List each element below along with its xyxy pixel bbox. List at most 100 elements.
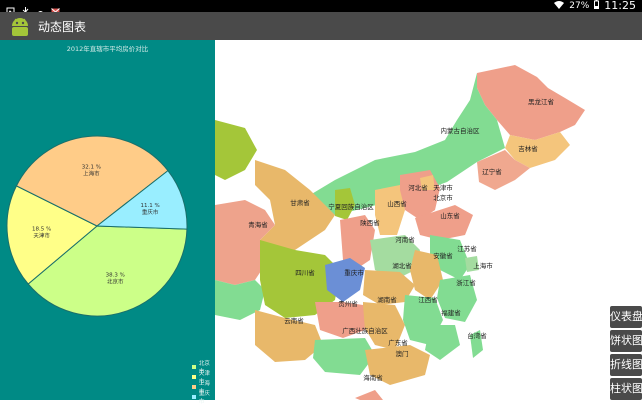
region-liaoning	[477, 150, 530, 190]
map-label: 甘肃省	[290, 199, 310, 207]
map-label: 河南省	[395, 236, 415, 244]
region-fujian	[425, 325, 460, 360]
pie-slice-label: 上海市	[83, 169, 100, 177]
region-hubei	[363, 270, 415, 305]
legend-item: 天津市	[192, 371, 215, 385]
legend-label: 北京市	[198, 361, 210, 375]
map-label: 山东省	[440, 212, 460, 220]
map-label: 江苏省	[457, 245, 477, 253]
pie-slice-percent: 32.1 %	[82, 164, 101, 170]
map-label: 贵州省	[338, 300, 358, 308]
legend-swatch	[192, 365, 196, 369]
map-label: 吉林省	[518, 145, 538, 153]
map-label: 江西省	[418, 296, 438, 304]
wifi-icon	[554, 0, 565, 12]
pie-slice[interactable]	[6, 185, 98, 285]
chart-title: 2012年直辖市平均房价对比	[66, 45, 149, 53]
region-heilongjiang	[477, 65, 585, 140]
region-yunnan	[255, 310, 323, 362]
pie-slice-percent: 11.1 %	[140, 203, 159, 209]
gauge-button[interactable]: 仪表盘	[610, 306, 642, 328]
pie-chart: 38.3 %北京市 18.5 %天津市 32.1 %上海市 11.1 %重庆市	[6, 135, 188, 317]
android-icon[interactable]	[9, 14, 31, 38]
map-label: 北京市	[433, 194, 453, 202]
map-label: 广西壮族自治区	[342, 327, 388, 335]
region-zhejiang	[437, 275, 477, 322]
map-label: 台湾省	[467, 332, 487, 340]
map-label: 山西省	[387, 200, 407, 208]
app-bar: 动态图表	[0, 12, 642, 40]
map-label: 安徽省	[433, 252, 453, 260]
pie-slice[interactable]	[95, 169, 188, 230]
legend-label: 天津市	[198, 371, 210, 385]
map-label: 湖南省	[377, 296, 397, 304]
map-label: 浙江省	[456, 279, 476, 287]
map-label: 澳门	[395, 350, 409, 358]
legend-label: 上海市	[198, 381, 210, 395]
region-taiwan	[470, 330, 483, 358]
china-map[interactable]: 黑龙江省 吉林省 内蒙古自治区 辽宁省 河北省 天津市 北京市 甘肃省 宁夏回族…	[215, 40, 642, 400]
map-shapes	[215, 65, 585, 400]
map-label: 天津市	[433, 184, 453, 192]
map-label: 重庆市	[344, 269, 364, 277]
legend-item: 北京市	[192, 361, 215, 375]
legend-swatch	[192, 385, 196, 389]
region-guangdong	[365, 345, 430, 385]
region-shanxi	[375, 185, 405, 235]
map-label: 海南省	[363, 374, 383, 382]
pie-slice-percent: 18.5 %	[32, 227, 51, 233]
legend-label: 重庆市	[198, 391, 210, 405]
pie-slice[interactable]	[27, 225, 188, 317]
pie-slice-label: 天津市	[33, 232, 50, 240]
region-shandong	[415, 205, 473, 240]
chart-panel: 2012年直辖市平均房价对比 38.3 % 北京市 18.5 % 天津市 32.1 % 上…	[0, 40, 215, 405]
region-hainan	[355, 390, 383, 400]
pie-slice-label: 北京市	[107, 278, 124, 286]
region-neimenggu	[275, 73, 505, 220]
legend-swatch	[192, 375, 196, 379]
battery-percentage: 27%	[569, 1, 590, 11]
line-chart-button[interactable]: 折线图	[610, 354, 642, 376]
region-shaanxi	[340, 215, 375, 270]
pie-slice-percent: 38.3 %	[106, 273, 125, 279]
legend-item: 重庆市	[192, 391, 215, 405]
region-henan	[370, 235, 420, 280]
app-title: 动态图表	[38, 20, 87, 34]
region-sichuan	[260, 240, 340, 318]
region-chongqing	[325, 258, 365, 302]
android-debug-icon	[36, 1, 45, 16]
region-beijing	[420, 175, 435, 190]
chart-legend: 北京市 天津市 上海市 重庆市	[192, 361, 215, 405]
region-guizhou	[315, 302, 365, 338]
map-label: 陕西省	[360, 219, 380, 227]
region-hunan	[363, 302, 405, 350]
map-label: 内蒙古自治区	[440, 127, 480, 135]
map-label: 广东省	[388, 339, 408, 347]
map-label: 黑龙江省	[528, 98, 554, 106]
mail-icon	[51, 1, 60, 15]
notification-image-icon	[6, 1, 15, 16]
legend-swatch	[192, 395, 196, 399]
map-label: 青海省	[248, 221, 268, 229]
region-anhui	[410, 250, 443, 300]
region-ningxia	[335, 188, 355, 220]
map-label: 湖北省	[392, 262, 412, 270]
map-label: 云南省	[284, 317, 304, 325]
status-bar: 27% 11:25	[0, 0, 642, 16]
region-shanghai	[465, 256, 479, 272]
pie-chart-button[interactable]: 饼状图	[610, 330, 642, 352]
region-jilin	[505, 132, 570, 168]
legend-item: 上海市	[192, 381, 215, 395]
usb-icon	[21, 1, 30, 16]
map-label: 四川省	[295, 269, 315, 277]
map-label: 宁夏回族自治区	[328, 203, 374, 211]
map-label: 河北省	[408, 184, 428, 192]
region-xizang	[215, 280, 265, 320]
pie-slice-label: 重庆市	[142, 208, 159, 216]
region-xinjiang-partial	[215, 120, 257, 180]
pie-slice[interactable]	[15, 135, 169, 227]
map-label: 福建省	[441, 309, 461, 317]
map-label: 上海市	[473, 262, 493, 270]
map-label: 辽宁省	[482, 168, 502, 176]
bar-chart-button[interactable]: 柱状图	[610, 378, 642, 400]
